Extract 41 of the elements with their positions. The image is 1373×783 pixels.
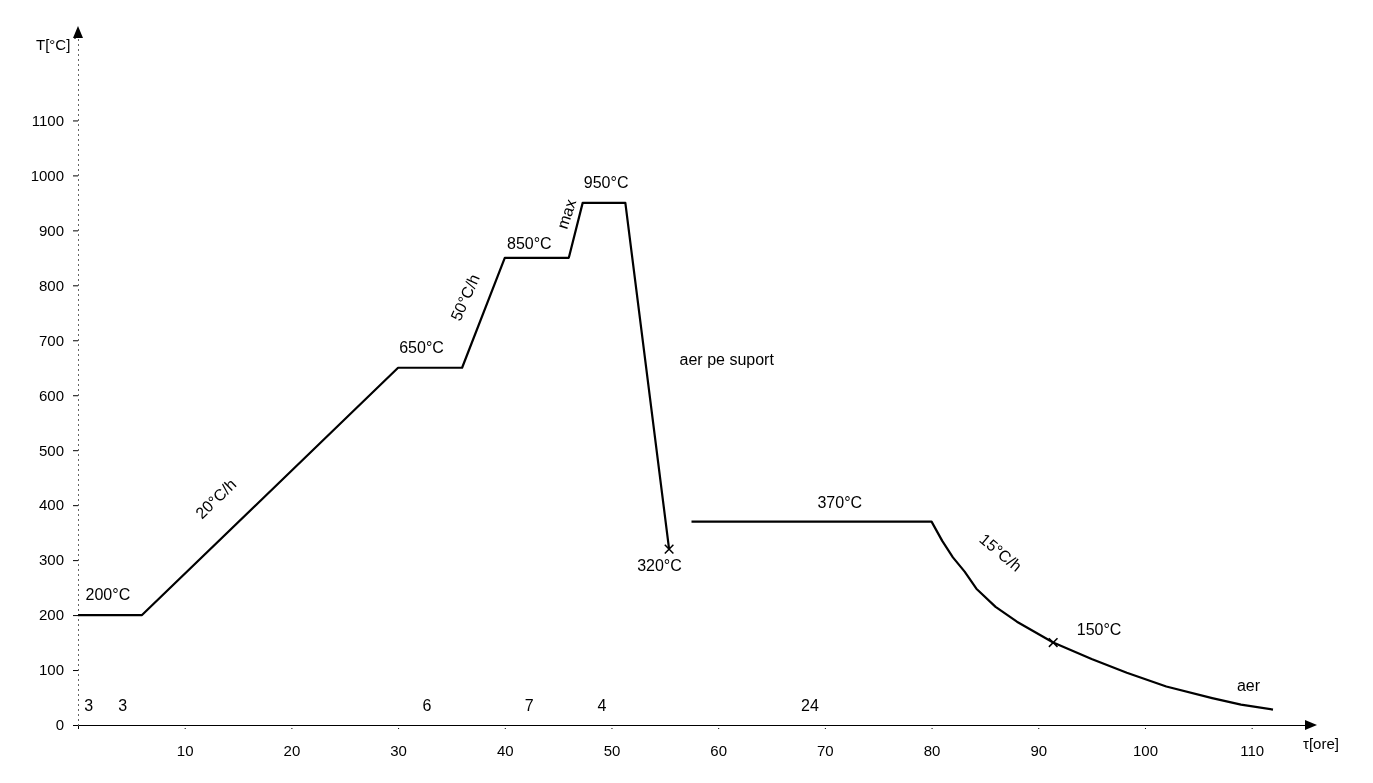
y-tick-label: 800 (38, 276, 64, 294)
x-tick-label: 80 (923, 742, 941, 759)
annotation: 3 (84, 697, 94, 715)
annotation: 24 (801, 697, 819, 715)
x-tick-label: 100 (1132, 742, 1158, 759)
annotation: 4 (597, 697, 607, 715)
y-axis-title: T[°C] (36, 36, 71, 53)
annotation: 370°C (817, 493, 863, 511)
x-tick-label: 10 (176, 742, 194, 759)
annotation: aer pe suport (679, 351, 775, 369)
y-tick-label: 1000 (30, 166, 64, 184)
annotation: 7 (524, 697, 534, 715)
annotation: 150°C (1076, 620, 1122, 638)
annotation: 6 (422, 697, 432, 715)
annotation: 650°C (399, 339, 444, 357)
y-tick-label: 900 (38, 221, 64, 239)
annotation: max (553, 197, 580, 232)
x-tick-label: 50 (603, 742, 621, 759)
annotation: 200°C (85, 585, 131, 603)
y-tick-label: 600 (38, 386, 64, 404)
x-axis-title: τ[ore] (1303, 735, 1339, 752)
y-tick-label: 200 (38, 606, 64, 624)
x-tick-label: 20 (283, 742, 301, 759)
y-tick-label: 0 (55, 716, 64, 734)
y-tick-label: 300 (38, 551, 64, 569)
x-tick-label: 70 (817, 742, 834, 759)
annotation: 850°C (506, 234, 552, 252)
y-tick-label: 500 (38, 441, 64, 459)
x-tick-label: 60 (710, 742, 728, 759)
x-tick-label: 110 (1240, 742, 1265, 759)
annotation: 3 (118, 697, 128, 715)
annotation: aer (1236, 677, 1261, 695)
y-tick-label: 700 (38, 331, 64, 349)
annotation: 320°C (637, 556, 682, 574)
y-tick-label: 400 (38, 496, 64, 514)
x-tick-label: 30 (390, 742, 407, 759)
y-tick-label: 1100 (31, 111, 64, 129)
annotation: 950°C (583, 174, 629, 192)
x-tick-label: 90 (1030, 742, 1048, 759)
y-tick-label: 100 (38, 661, 64, 679)
x-tick-label: 40 (496, 742, 514, 759)
